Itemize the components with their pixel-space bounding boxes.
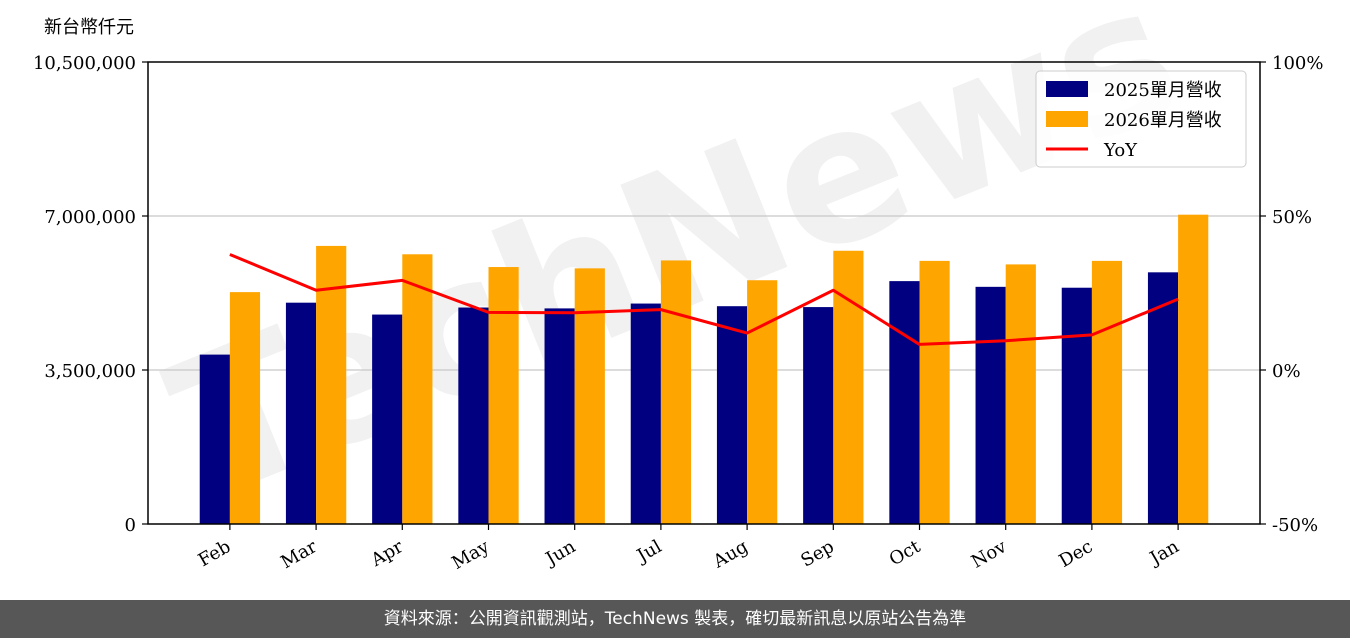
y-right-tick-label: 50% (1272, 207, 1312, 228)
legend-box (1035, 70, 1247, 168)
y-right-tick-label: 100% (1272, 53, 1323, 74)
legend-label: 2025單月營收 (1104, 80, 1222, 101)
bar-2026-aug (747, 280, 778, 524)
revenue-chart: TechNews 03,500,0007,000,00010,500,000-5… (33, 0, 1324, 574)
x-tick-label-aug: Aug (709, 536, 752, 573)
bar-2025-jan (1147, 272, 1179, 524)
legend: 2025單月營收 2026單月營收 YoY (1035, 70, 1247, 168)
x-tick-label-feb: Feb (195, 536, 235, 571)
bar-2025-may (458, 307, 489, 524)
x-tick-label-dec: Dec (1055, 536, 1096, 572)
bar-2025-feb (199, 354, 230, 524)
x-tick-label-sep: Sep (797, 536, 837, 571)
yoy-line (229, 253, 1179, 346)
x-tick-label-apr: Apr (367, 536, 407, 571)
y-right-tick-label: -50% (1272, 515, 1318, 536)
bar-2026-may (488, 267, 519, 524)
source-footer: 資料來源：公開資訊觀測站，TechNews 製表，確切最新訊息以原站公告為準 (0, 600, 1350, 638)
x-tick-label-jun: Jun (541, 536, 580, 571)
x-tick-label-mar: Mar (277, 536, 321, 573)
bar-2026-jul (660, 260, 692, 524)
bar-series (199, 214, 1209, 525)
x-tick-label-jul: Jul (632, 536, 666, 568)
legend-swatch (1046, 111, 1088, 127)
bar-2025-dec (1061, 287, 1092, 524)
bar-2025-mar (285, 302, 317, 524)
bar-2025-apr (372, 314, 403, 524)
y-left-tick-label: 10,500,000 (33, 53, 136, 74)
x-tick-label-oct: Oct (886, 536, 925, 571)
bar-2026-feb (229, 292, 261, 524)
bar-2026-nov (1005, 264, 1036, 524)
y-right-tick-label: 0% (1272, 361, 1301, 382)
bar-2026-oct (919, 260, 950, 524)
bar-2025-oct (889, 281, 920, 524)
bar-2026-jan (1178, 214, 1209, 524)
plot-frame (147, 61, 1261, 525)
x-tick-label-nov: Nov (968, 536, 1011, 573)
bar-2026-mar (316, 245, 347, 525)
bar-2026-sep (833, 250, 864, 524)
legend-swatch (1046, 81, 1088, 97)
y-left-tick-label: 3,500,000 (44, 361, 136, 382)
legend-label: 2026單月營收 (1104, 110, 1222, 131)
y-left-tick-label: 7,000,000 (44, 207, 136, 228)
x-tick-label-may: May (448, 536, 493, 574)
bar-2026-dec (1091, 260, 1123, 524)
bar-2025-nov (975, 286, 1006, 524)
bar-2025-sep (803, 307, 834, 524)
bar-2025-jul (630, 303, 661, 524)
bar-2026-apr (402, 254, 433, 524)
y-unit-label: 新台幣仟元 (44, 17, 134, 38)
yoy-line-series (229, 253, 1179, 346)
y-left-tick-label: 0 (125, 515, 136, 536)
bar-2025-aug (716, 306, 748, 524)
legend-label: YoY (1103, 140, 1138, 161)
bar-2025-jun (544, 308, 575, 524)
bar-2026-jun (574, 268, 605, 524)
x-tick-label-jan: Jan (1145, 536, 1183, 570)
